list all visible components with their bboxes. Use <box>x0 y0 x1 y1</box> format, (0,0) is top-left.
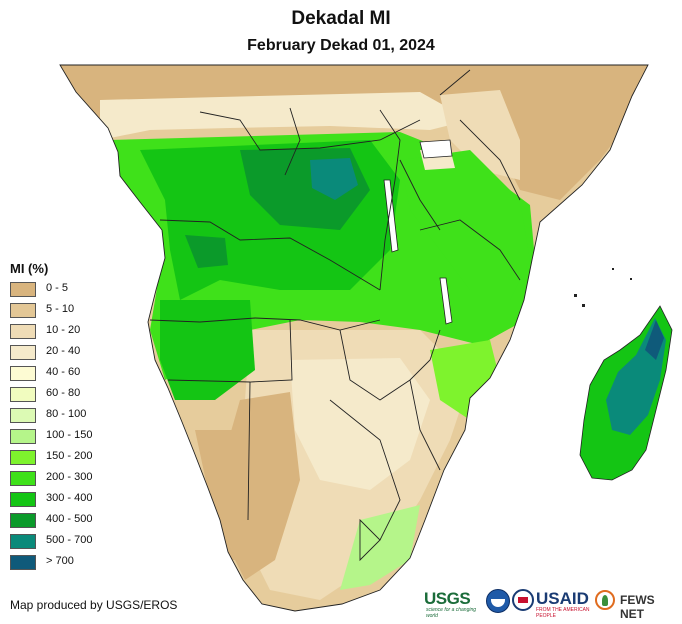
legend-swatch <box>10 345 36 360</box>
lake-victoria <box>419 139 453 159</box>
madagascar-deep-teal <box>645 320 664 360</box>
legend-label: 20 - 40 <box>46 345 81 357</box>
usaid-logo: USAID FROM THE AMERICAN PEOPLE <box>536 586 594 619</box>
legend-label: 60 - 80 <box>46 387 81 399</box>
legend-label: 100 - 150 <box>46 429 93 441</box>
fews-net-logo: FEWS NET <box>620 586 680 621</box>
usgs-logo: USGS science for a changing world <box>424 586 488 619</box>
legend-label: 150 - 200 <box>46 450 93 462</box>
legend-swatch <box>10 303 36 318</box>
legend-label: 500 - 700 <box>46 534 93 546</box>
seychelles-island <box>612 268 614 270</box>
namibia-coast-dry <box>195 430 250 560</box>
legend-label: 5 - 10 <box>46 303 75 315</box>
legend-swatch <box>10 387 36 402</box>
legend-title: MI (%) <box>10 261 49 276</box>
legend-label: 200 - 300 <box>46 471 93 483</box>
legend-label: 40 - 60 <box>46 366 81 378</box>
horn-transition <box>440 90 520 180</box>
legend-swatch <box>10 282 36 297</box>
sahel-transition <box>100 92 470 140</box>
legend-swatch <box>10 492 36 507</box>
legend-label: 300 - 400 <box>46 492 93 504</box>
usgs-tagline: science for a changing world <box>426 607 477 619</box>
map-subtitle: February Dekad 01, 2024 <box>247 37 435 54</box>
map-credit: Map produced by USGS/EROS <box>10 598 178 612</box>
legend-swatch <box>10 408 36 423</box>
legend-label: > 700 <box>46 555 74 567</box>
usaid-seal-icon <box>512 589 534 611</box>
usaid-tagline: FROM THE AMERICAN PEOPLE <box>536 607 590 619</box>
angola-green <box>160 300 255 400</box>
legend-label: 400 - 500 <box>46 513 93 525</box>
east-africa-green <box>400 150 530 300</box>
congo-teal-patch <box>310 158 358 200</box>
legend-swatch <box>10 471 36 486</box>
country-borders <box>59 64 649 612</box>
legend-swatch <box>10 555 36 570</box>
west-coast-patch <box>185 235 228 268</box>
legend-swatch <box>10 513 36 528</box>
legend-swatch <box>10 366 36 381</box>
legend-swatch <box>10 324 36 339</box>
legend-swatch <box>10 450 36 465</box>
lake-tanganyika <box>383 179 399 253</box>
logo-bar: USGS science for a changing world USAID … <box>424 586 680 621</box>
legend-label: 10 - 20 <box>46 324 81 336</box>
seychelles-island <box>630 278 632 280</box>
legend-label: 80 - 100 <box>46 408 87 420</box>
legend-label: 0 - 5 <box>46 282 69 294</box>
lake-malawi <box>439 277 453 325</box>
legend-swatch <box>10 534 36 549</box>
fews-net-logo-icon <box>595 590 615 610</box>
comoros-island <box>582 304 585 307</box>
usgs-logo-text: USGS <box>424 589 471 608</box>
comoros-island <box>574 294 577 297</box>
fews-net-logo-text: FEWS NET <box>620 593 655 621</box>
madagascar-outline <box>579 305 673 481</box>
usaid-logo-text: USAID <box>536 589 589 608</box>
noaa-logo-icon <box>486 589 510 613</box>
legend-swatch <box>10 429 36 444</box>
map-title: Dekadal MI <box>291 8 391 29</box>
